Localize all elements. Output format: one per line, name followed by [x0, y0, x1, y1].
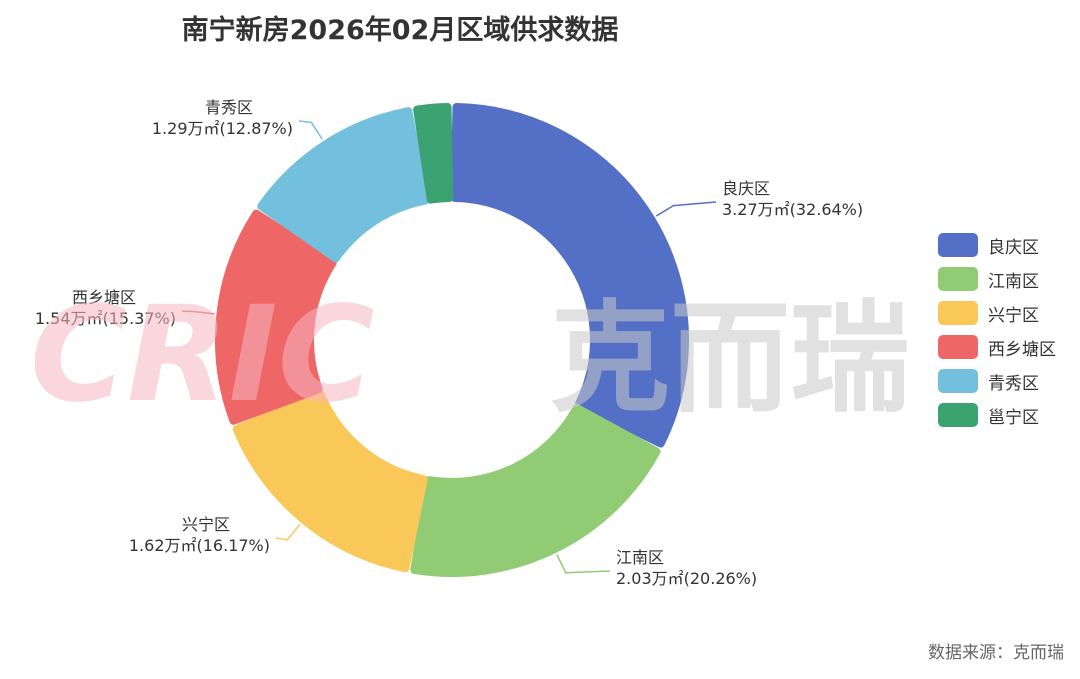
legend-label-0: 良庆区 [988, 237, 1039, 258]
legend-swatch-2 [938, 301, 978, 325]
slice-label-value-3: 1.54万㎡(15.37%) [35, 309, 176, 328]
legend-item-4[interactable]: 青秀区 [938, 364, 1056, 398]
legend-label-2: 兴宁区 [988, 305, 1039, 326]
donut-slice-5[interactable] [413, 103, 454, 204]
slice-label-value-0: 3.27万㎡(32.64%) [722, 200, 863, 219]
legend-label-4: 青秀区 [988, 373, 1039, 394]
label-leader-line-3 [181, 310, 215, 315]
donut-slice-2[interactable] [232, 390, 428, 573]
slice-label-name-3: 西乡塘区 [72, 288, 136, 307]
slice-labels: 良庆区 3.27万㎡(32.64%) 江南区 2.03万㎡(20.26%) 兴宁区 1.6… [35, 98, 863, 588]
chart-title: 南宁新房2026年02月区域供求数据 [181, 15, 619, 46]
donut-slice-0[interactable] [450, 103, 689, 448]
slice-label-value-4: 1.29万㎡(12.87%) [152, 119, 293, 138]
legend-item-5[interactable]: 邕宁区 [938, 398, 1056, 432]
legend-swatch-1 [938, 267, 978, 291]
legend-label-3: 西乡塘区 [988, 339, 1056, 360]
legend-item-2[interactable]: 兴宁区 [938, 296, 1056, 330]
slice-label-name-2: 兴宁区 [182, 515, 230, 534]
legend-item-0[interactable]: 良庆区 [938, 228, 1056, 262]
legend-swatch-5 [938, 403, 978, 427]
legend-swatch-4 [938, 369, 978, 393]
slice-label-name-0: 良庆区 [722, 179, 770, 198]
slice-label-name-4: 青秀区 [205, 98, 253, 117]
label-leader-line-1 [556, 554, 611, 574]
source-note: 数据来源：克而瑞 [928, 643, 1064, 663]
label-leader-line-4 [298, 120, 323, 140]
legend-swatch-3 [938, 335, 978, 359]
label-leader-line-0 [655, 201, 717, 217]
legend-item-1[interactable]: 江南区 [938, 262, 1056, 296]
chart-legend: 良庆区江南区兴宁区西乡塘区青秀区邕宁区 [938, 228, 1056, 432]
label-leader-line-2 [275, 523, 301, 541]
legend-label-5: 邕宁区 [988, 407, 1039, 428]
legend-item-3[interactable]: 西乡塘区 [938, 330, 1056, 364]
donut-slice-3[interactable] [215, 209, 337, 425]
slice-label-value-1: 2.03万㎡(20.26%) [616, 569, 757, 588]
slice-label-name-1: 江南区 [616, 548, 664, 567]
donut-slice-4[interactable] [257, 107, 430, 263]
slice-label-value-2: 1.62万㎡(16.17%) [129, 536, 270, 555]
legend-swatch-0 [938, 233, 978, 257]
legend-label-1: 江南区 [988, 271, 1039, 292]
donut-slice-1[interactable] [410, 403, 661, 577]
donut-slices [215, 103, 689, 577]
